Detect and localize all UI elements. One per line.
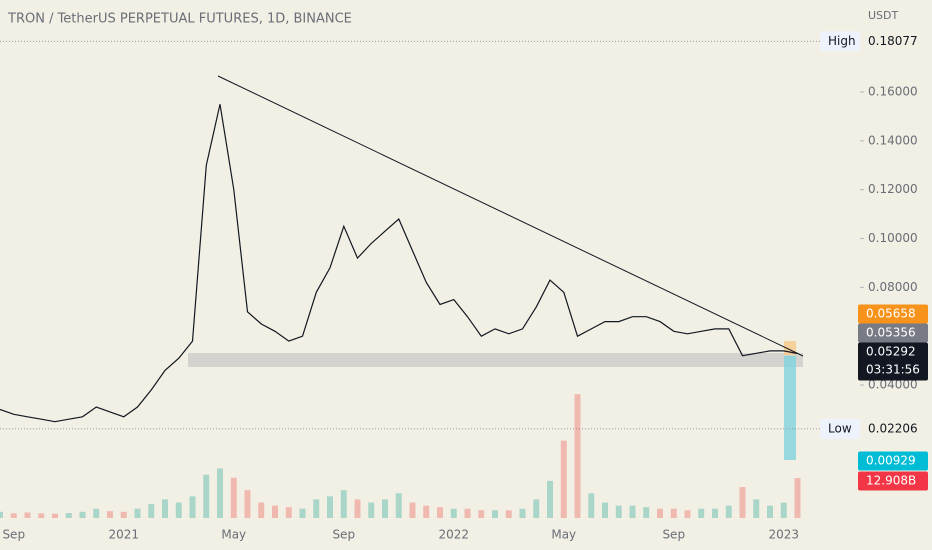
- volume-bar: [395, 493, 402, 518]
- volume-bar: [107, 511, 113, 518]
- volume-bar: [189, 496, 196, 518]
- volume-bar: [588, 493, 595, 518]
- countdown: 03:31:56: [866, 363, 920, 377]
- volume-bar: [354, 499, 361, 518]
- x-tick-label: Sep: [662, 528, 685, 542]
- volume-bar: [684, 510, 691, 518]
- badge-value: 0.05292: [866, 345, 916, 359]
- volume-bar: [368, 502, 375, 518]
- volume-bar: [230, 477, 237, 518]
- volume-bar: [10, 513, 17, 518]
- volume-bar: [148, 504, 155, 518]
- volume-bar: [217, 468, 223, 518]
- volume-bar: [382, 499, 388, 518]
- x-tick-label: Sep: [332, 528, 355, 542]
- volume-bar: [175, 502, 182, 518]
- y-tick-label: 0.08000: [868, 280, 918, 294]
- currency: USDT: [868, 9, 899, 22]
- volume-bar: [602, 502, 608, 518]
- volume-bar: [533, 499, 540, 518]
- x-tick-label: Sep: [2, 528, 25, 542]
- volume-bar: [753, 499, 760, 518]
- level-label: High: [828, 34, 856, 48]
- volume-bar: [409, 502, 416, 518]
- volume-bar: [134, 508, 141, 518]
- volume-bar: [629, 505, 636, 518]
- volume-bar: [0, 511, 3, 518]
- target-bar: [784, 356, 796, 460]
- volume-bar: [272, 505, 278, 518]
- badge-value: 12.908B: [866, 474, 916, 488]
- trendline: [217, 75, 804, 357]
- volume-bar: [739, 487, 746, 518]
- volume-bar: [643, 507, 650, 518]
- volume-bar: [615, 505, 622, 518]
- y-tick-label: 0.14000: [868, 133, 918, 147]
- volume-bar: [38, 513, 45, 518]
- y-tick-label: 0.10000: [868, 231, 918, 245]
- volume-bar: [767, 505, 773, 518]
- x-tick-label: May: [551, 528, 576, 542]
- volume-bar: [203, 474, 210, 518]
- volume-bar: [162, 499, 168, 518]
- volume-bar: [657, 508, 663, 518]
- level-box: [820, 418, 860, 439]
- volume-bar: [299, 508, 306, 518]
- volume-bar: [670, 508, 677, 518]
- level-value: 0.18077: [868, 34, 918, 48]
- volume-bar: [547, 480, 553, 518]
- volume-bar: [725, 505, 732, 518]
- volume-bar: [313, 499, 320, 518]
- volume-bar: [560, 440, 567, 518]
- volume-bar: [93, 508, 100, 518]
- volume-bar: [52, 513, 58, 518]
- y-tick-label: 0.04000: [868, 378, 918, 392]
- support-zone: [188, 353, 803, 367]
- volume-bar: [794, 478, 801, 518]
- price-badge: [858, 304, 928, 324]
- volume-bar: [437, 507, 443, 518]
- level-box: [820, 31, 860, 52]
- chart-title: TRON / TetherUS PERPETUAL FUTURES, 1D, B…: [7, 12, 352, 27]
- volume-bar: [285, 507, 292, 518]
- x-tick-label: 2023: [768, 528, 799, 542]
- volume-bar: [478, 510, 485, 518]
- volume-bar: [423, 505, 430, 518]
- volume-bar: [24, 512, 31, 518]
- y-tick-label: 0.12000: [868, 182, 918, 196]
- badge-value: 0.05356: [866, 326, 916, 340]
- badge-value: 0.05658: [866, 307, 916, 321]
- volume-bar: [79, 511, 86, 518]
- level-label: Low: [828, 421, 852, 435]
- volume-bar: [780, 502, 787, 518]
- volume-bar: [505, 510, 512, 518]
- level-value: 0.02206: [868, 421, 918, 435]
- volume-bar: [327, 496, 333, 518]
- x-tick-label: 2022: [438, 528, 469, 542]
- volume-bar: [258, 502, 265, 518]
- volume-bar: [712, 508, 718, 518]
- volume-bar: [464, 508, 471, 518]
- volume-bar: [244, 490, 251, 518]
- price-badge: [858, 323, 928, 343]
- volume-bar: [492, 510, 498, 518]
- y-tick-label: 0.16000: [868, 85, 918, 99]
- volume-bar: [519, 508, 526, 518]
- volume-bar: [120, 511, 127, 518]
- price-badge: [858, 342, 928, 381]
- volume-bar: [65, 513, 72, 518]
- price-badge: [858, 471, 928, 491]
- x-tick-label: May: [221, 528, 246, 542]
- volume-bar: [450, 508, 457, 518]
- badge-value: 0.00929: [866, 454, 916, 468]
- volume-bar: [698, 508, 705, 518]
- price-line: [0, 104, 798, 423]
- volume-bar: [574, 394, 581, 518]
- x-tick-label: 2021: [108, 528, 139, 542]
- price-badge: [858, 451, 928, 471]
- volume-bar: [340, 490, 347, 518]
